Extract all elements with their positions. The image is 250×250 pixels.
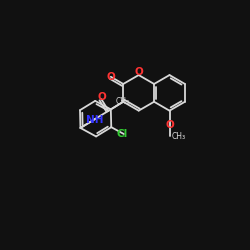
Text: Cl: Cl [117, 129, 128, 139]
Text: O: O [106, 72, 115, 82]
Text: CH₃: CH₃ [116, 98, 130, 106]
Text: O: O [97, 92, 106, 102]
Text: CH₃: CH₃ [172, 132, 185, 141]
Text: O: O [134, 67, 143, 77]
Text: NH: NH [86, 115, 103, 125]
Text: O: O [165, 120, 174, 130]
